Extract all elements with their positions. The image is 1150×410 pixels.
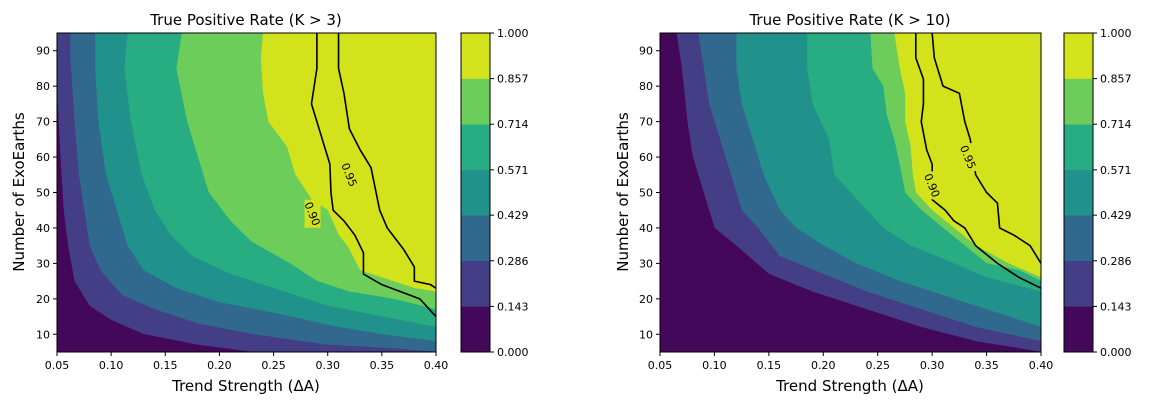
contour-bands-left [57,33,436,352]
colorbar-tick-label-right: 0.000 [1100,346,1132,359]
y-tick-label-left: 80 [36,80,50,93]
x-ticks-left: 0.05 0.10 0.15 0.20 0.25 0.30 0.35 0.40 [45,352,449,372]
colorbar-tick-label-right: 0.143 [1100,300,1132,313]
y-tick-label-right: 30 [639,257,653,270]
colorbar-tick-label-left: 0.857 [497,73,529,86]
x-tick-label-right: 0.10 [702,359,727,372]
colorbar-tick-label-left: 0.143 [497,300,529,313]
y-tick-label-left: 90 [36,45,50,58]
y-tick-label-right: 10 [639,328,653,341]
chart-title-left: True Positive Rate (K > 3) [149,11,342,29]
y-tick-label-left: 30 [36,257,50,270]
colorbar-tick-label-left: 0.429 [497,209,529,222]
colorbar-frame-left [460,32,491,353]
plot-area-left: 0.900.95 [57,33,436,352]
contour-line-0.95-right [931,33,1041,264]
contour-bands-right [660,33,1041,352]
contour-label-bg-0.95-right [960,143,977,172]
contour-label-bg-0.90-right [924,171,941,200]
x-tick-label-left: 0.20 [207,359,232,372]
y-tick-label-right: 20 [639,293,653,306]
x-tick-label-left: 0.40 [424,359,449,372]
colorbar-swatch-left [460,124,491,171]
x-tick-label-right: 0.40 [1029,359,1054,372]
colorbar-left: 0.000 0.143 0.286 0.429 0.571 0.714 0.857 1.000 [460,27,529,359]
plot-area-right: 0.900.95 [660,33,1041,352]
y-tick-label-right: 50 [639,187,653,200]
chart-title-right: True Positive Rate (K > 10) [748,11,950,29]
contour-line-0.90-right [915,33,1041,289]
x-tick-label-right: 0.35 [974,359,999,372]
y-tick-label-left: 60 [36,151,50,164]
colorbar-swatch-left [460,78,491,125]
chart-left: 0.900.95 0.05 0.10 0.15 0.20 0.25 0.30 0.35 0.4… [10,11,529,395]
y-ticks-left: 10 20 30 40 50 60 70 80 90 [36,45,57,341]
colorbar-tick-label-left: 0.286 [497,255,529,268]
y-tick-label-right: 80 [639,80,653,93]
colorbar-swatch-left [460,32,491,79]
x-tick-label-right: 0.25 [865,359,890,372]
colorbar-swatch-right [1063,169,1094,216]
colorbar-swatch-right [1063,214,1094,261]
x-ticks-right: 0.05 0.10 0.15 0.20 0.25 0.30 0.35 0.40 [648,352,1054,372]
colorbar-right: 0.000 0.143 0.286 0.429 0.571 0.714 0.857 1.000 [1063,27,1132,359]
y-tick-label-right: 60 [639,151,653,164]
x-tick-label-left: 0.35 [370,359,395,372]
x-tick-label-left: 0.15 [153,359,178,372]
colorbar-tick-label-left: 1.000 [497,27,529,40]
x-tick-label-left: 0.25 [261,359,286,372]
contour-line-0.90-left [310,33,436,318]
colorbar-tick-label-right: 0.857 [1100,73,1132,86]
y-axis-label-right: Number of ExoEarths [614,112,632,272]
colorbar-swatch-right [1063,124,1094,171]
colorbar-tick-label-right: 0.714 [1100,118,1132,131]
contour-label-bg-0.95-left [341,160,358,189]
colorbar-swatch-left [460,214,491,261]
x-tick-label-right: 0.15 [757,359,782,372]
y-tick-label-left: 20 [36,293,50,306]
y-ticks-right: 10 20 30 40 50 60 70 80 90 [639,45,660,341]
chart-right: 0.900.95 0.05 0.10 0.15 0.20 0.25 0.30 0.35 0.4… [614,11,1132,395]
y-tick-label-left: 70 [36,116,50,129]
colorbar-swatch-left [460,169,491,216]
colorbar-tick-label-left: 0.571 [497,164,529,177]
colorbar-tick-label-right: 0.571 [1100,164,1132,177]
y-tick-label-left: 10 [36,328,50,341]
colorbar-swatch-left [460,306,491,353]
x-axis-label-left: Trend Strength (ΔA) [171,377,320,395]
y-tick-label-right: 90 [639,45,653,58]
colorbar-tick-label-right: 0.429 [1100,209,1132,222]
contour-band-0.143-right [660,33,1041,352]
y-axis-label-left: Number of ExoEarths [10,112,28,272]
x-tick-label-right: 0.05 [648,359,673,372]
contour-band-0.143-left [57,91,436,352]
colorbar-frame-right [1063,32,1094,353]
contour-lines-left: 0.900.95 [301,33,436,318]
colorbar-tick-label-right: 0.286 [1100,255,1132,268]
contour-lines-right: 0.900.95 [915,33,1041,289]
x-tick-label-right: 0.20 [811,359,836,372]
y-tick-label-left: 50 [36,187,50,200]
colorbar-swatch-right [1063,306,1094,353]
contour-line-0.95-left [337,33,436,289]
y-tick-label-right: 70 [639,116,653,129]
x-axis-label-right: Trend Strength (ΔA) [775,377,924,395]
colorbar-tick-label-left: 0.000 [497,346,529,359]
y-tick-label-left: 40 [36,222,50,235]
x-tick-label-left: 0.05 [45,359,70,372]
x-tick-label-left: 0.30 [315,359,340,372]
colorbar-swatch-right [1063,260,1094,307]
colorbar-swatch-right [1063,78,1094,125]
x-tick-label-left: 0.10 [99,359,124,372]
colorbar-tick-label-right: 1.000 [1100,27,1132,40]
colorbar-swatch-left [460,260,491,307]
x-tick-label-right: 0.30 [920,359,945,372]
y-tick-label-right: 40 [639,222,653,235]
contour-label-bg-0.90-left [304,199,321,228]
contour-band-0.571-left [57,33,436,352]
colorbar-swatch-right [1063,32,1094,79]
colorbar-tick-label-left: 0.714 [497,118,529,131]
